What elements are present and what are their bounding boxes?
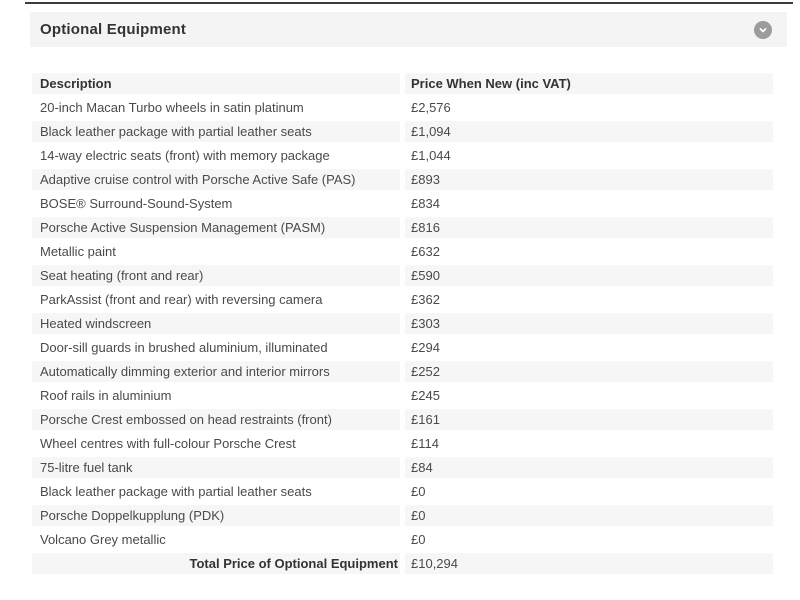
option-price: £590 bbox=[405, 265, 773, 286]
option-description: Black leather package with partial leath… bbox=[40, 484, 312, 499]
table-row: Automatically dimming exterior and inter… bbox=[32, 361, 773, 382]
option-description: Black leather package with partial leath… bbox=[32, 121, 400, 142]
option-description: Heated windscreen bbox=[32, 313, 400, 334]
option-description: Volcano Grey metallic bbox=[40, 532, 166, 547]
option-description: Wheel centres with full-colour Porsche C… bbox=[40, 436, 296, 451]
option-price: £114 bbox=[411, 436, 439, 451]
option-price: £2,576 bbox=[411, 100, 451, 115]
option-price: £893 bbox=[405, 169, 773, 190]
options-table-body: Description Price When New (inc VAT) 20-… bbox=[32, 73, 773, 574]
option-description: ParkAssist (front and rear) with reversi… bbox=[40, 292, 323, 307]
table-row: Metallic paint £632 bbox=[32, 241, 773, 262]
table-row: 20-inch Macan Turbo wheels in satin plat… bbox=[32, 97, 773, 118]
table-header-row: Description Price When New (inc VAT) bbox=[32, 73, 773, 94]
option-price: £816 bbox=[405, 217, 773, 238]
table-row: 75-litre fuel tank £84 bbox=[32, 457, 773, 478]
optional-equipment-table: Description Price When New (inc VAT) 20-… bbox=[27, 70, 778, 577]
option-price: £252 bbox=[405, 361, 773, 382]
table-row: Roof rails in aluminium £245 bbox=[32, 385, 773, 406]
option-description: Automatically dimming exterior and inter… bbox=[32, 361, 400, 382]
option-description: BOSE® Surround-Sound-System bbox=[40, 196, 233, 211]
option-description: Porsche Active Suspension Management (PA… bbox=[32, 217, 400, 238]
table-row: Heated windscreen £303 bbox=[32, 313, 773, 334]
option-price: £1,094 bbox=[405, 121, 773, 142]
option-description: 75-litre fuel tank bbox=[32, 457, 400, 478]
table-row: Black leather package with partial leath… bbox=[32, 481, 773, 502]
table-row: Porsche Doppelkupplung (PDK) £0 bbox=[32, 505, 773, 526]
total-row: Total Price of Optional Equipment £10,29… bbox=[32, 553, 773, 574]
option-price: £161 bbox=[405, 409, 773, 430]
chevron-down-icon bbox=[757, 24, 769, 36]
table-row: Door-sill guards in brushed aluminium, i… bbox=[32, 337, 773, 358]
option-description: Porsche Doppelkupplung (PDK) bbox=[32, 505, 400, 526]
collapse-panel-button[interactable] bbox=[754, 20, 772, 39]
option-description: Seat heating (front and rear) bbox=[32, 265, 400, 286]
section-divider bbox=[25, 2, 793, 4]
total-label: Total Price of Optional Equipment bbox=[32, 553, 400, 574]
table-row: Adaptive cruise control with Porsche Act… bbox=[32, 169, 773, 190]
option-price: £0 bbox=[411, 532, 426, 547]
total-price: £10,294 bbox=[405, 553, 773, 574]
table-row: 14-way electric seats (front) with memor… bbox=[32, 145, 773, 166]
option-price: £303 bbox=[405, 313, 773, 334]
option-price: £632 bbox=[411, 244, 440, 259]
option-description: Roof rails in aluminium bbox=[40, 388, 172, 403]
option-description: Adaptive cruise control with Porsche Act… bbox=[32, 169, 400, 190]
option-description: Door-sill guards in brushed aluminium, i… bbox=[40, 340, 328, 355]
option-price: £0 bbox=[405, 505, 773, 526]
table-row: Black leather package with partial leath… bbox=[32, 121, 773, 142]
option-description: 14-way electric seats (front) with memor… bbox=[40, 148, 330, 163]
panel-title: Optional Equipment bbox=[40, 21, 187, 38]
column-header-price: Price When New (inc VAT) bbox=[405, 73, 773, 94]
option-price: £834 bbox=[411, 196, 440, 211]
table-row: Seat heating (front and rear) £590 bbox=[32, 265, 773, 286]
table-row: Porsche Active Suspension Management (PA… bbox=[32, 217, 773, 238]
column-header-description: Description bbox=[32, 73, 400, 94]
option-description: Metallic paint bbox=[40, 244, 116, 259]
option-price: £84 bbox=[405, 457, 773, 478]
table-row: ParkAssist (front and rear) with reversi… bbox=[32, 289, 773, 310]
table-row: Porsche Crest embossed on head restraint… bbox=[32, 409, 773, 430]
option-price: £245 bbox=[411, 388, 440, 403]
option-price: £1,044 bbox=[411, 148, 451, 163]
option-price: £294 bbox=[411, 340, 440, 355]
option-description: Porsche Crest embossed on head restraint… bbox=[32, 409, 400, 430]
table-row: BOSE® Surround-Sound-System £834 bbox=[32, 193, 773, 214]
table-row: Wheel centres with full-colour Porsche C… bbox=[32, 433, 773, 454]
option-price: £362 bbox=[411, 292, 440, 307]
optional-equipment-header[interactable]: Optional Equipment bbox=[30, 12, 787, 47]
table-row: Volcano Grey metallic £0 bbox=[32, 529, 773, 550]
option-description: 20-inch Macan Turbo wheels in satin plat… bbox=[40, 100, 304, 115]
option-price: £0 bbox=[411, 484, 426, 499]
